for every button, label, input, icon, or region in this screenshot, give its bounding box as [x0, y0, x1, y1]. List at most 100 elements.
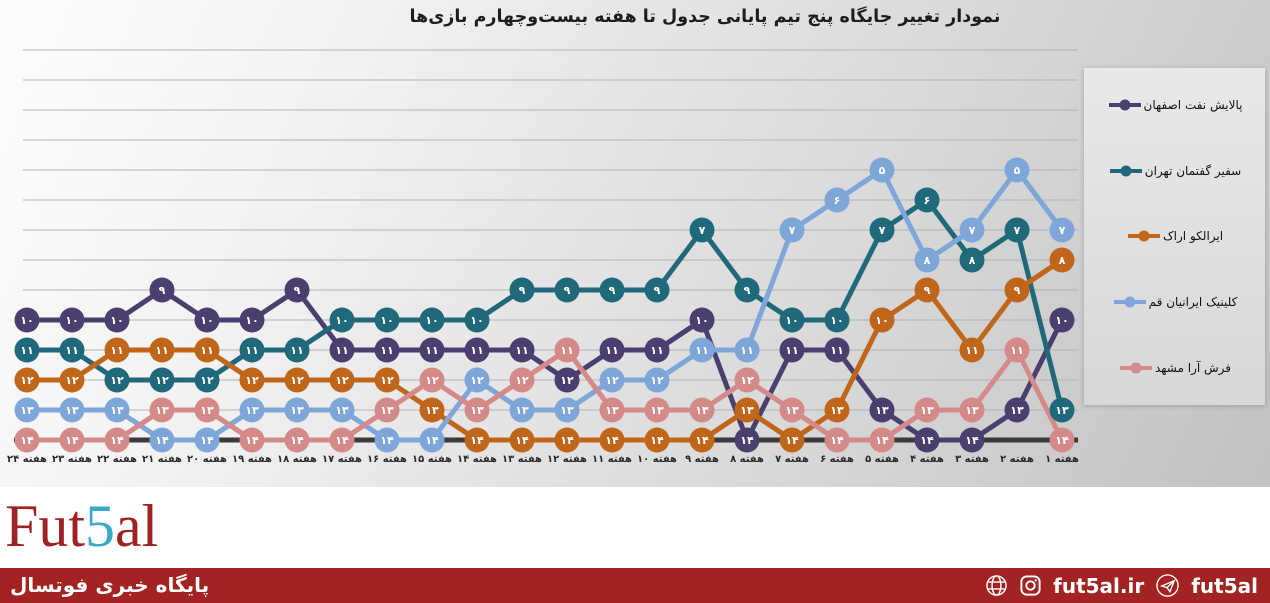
svg-text:۷: ۷ — [789, 224, 796, 237]
svg-text:۱۴: ۱۴ — [1055, 434, 1069, 447]
data-point: ۵ — [869, 157, 895, 183]
data-point: ۶ — [824, 187, 850, 213]
data-point: ۱۴ — [149, 427, 175, 453]
svg-text:۶: ۶ — [924, 194, 931, 207]
data-point: ۱۴ — [689, 427, 715, 453]
data-point: ۱۳ — [284, 397, 310, 423]
data-point: ۱۴ — [284, 427, 310, 453]
data-point: ۱۲ — [329, 367, 355, 393]
data-point: ۱۱ — [734, 337, 760, 363]
svg-text:۱۳: ۱۳ — [335, 404, 349, 417]
data-point: ۱۴ — [464, 427, 490, 453]
data-point: ۱۰ — [464, 307, 490, 333]
svg-text:۱۴: ۱۴ — [875, 434, 889, 447]
data-point: ۱۲ — [374, 367, 400, 393]
data-point: ۱۰ — [59, 307, 85, 333]
svg-text:۱۳: ۱۳ — [1010, 404, 1024, 417]
data-point: ۷ — [959, 217, 985, 243]
data-point: ۱۴ — [239, 427, 265, 453]
x-axis-label: هفته ۱۸ — [277, 454, 317, 465]
data-point: ۱۱ — [824, 337, 850, 363]
svg-text:۱۰: ۱۰ — [785, 314, 798, 327]
x-axis-label: هفته ۱۶ — [367, 454, 407, 465]
data-point: ۱۳ — [419, 397, 445, 423]
telegram-icon[interactable] — [1155, 573, 1180, 598]
x-axis-label: هفته ۱ — [1045, 454, 1079, 465]
website-url[interactable]: fut5al.ir — [1053, 573, 1145, 598]
svg-text:۷: ۷ — [1014, 224, 1021, 237]
svg-text:۹: ۹ — [654, 284, 661, 297]
svg-text:۱۰: ۱۰ — [20, 314, 33, 327]
legend-marker — [1109, 165, 1142, 177]
svg-text:۱۰: ۱۰ — [380, 314, 393, 327]
legend-marker — [1119, 362, 1152, 374]
data-point: ۱۱ — [329, 337, 355, 363]
svg-text:۱۲: ۱۲ — [605, 374, 619, 387]
svg-text:۱۴: ۱۴ — [200, 434, 214, 447]
logo-text-5: 5 — [85, 493, 116, 559]
svg-text:۹: ۹ — [744, 284, 751, 297]
data-point: ۱۲ — [59, 367, 85, 393]
data-point: ۱۱ — [689, 337, 715, 363]
svg-text:۱۲: ۱۲ — [20, 374, 34, 387]
data-point: ۹ — [1004, 277, 1030, 303]
x-axis-label: هفته ۲۴ — [7, 454, 47, 465]
x-axis-label: هفته ۱۹ — [232, 454, 272, 465]
instagram-icon[interactable] — [1019, 574, 1042, 597]
data-point: ۹ — [599, 277, 625, 303]
data-point: ۱۰ — [14, 307, 40, 333]
svg-text:۱۰: ۱۰ — [695, 314, 708, 327]
svg-text:۱۱: ۱۱ — [830, 344, 843, 357]
x-axis-label: هفته ۱۱ — [592, 454, 632, 465]
svg-text:۱۲: ۱۲ — [110, 374, 124, 387]
svg-text:۱۱: ۱۱ — [650, 344, 663, 357]
data-point: ۸ — [914, 247, 940, 273]
x-axis-label: هفته ۱۲ — [547, 454, 587, 465]
data-point: ۱۴ — [374, 427, 400, 453]
svg-text:۱۳: ۱۳ — [830, 404, 844, 417]
svg-text:۱۱: ۱۱ — [560, 344, 573, 357]
telegram-handle[interactable]: fut5al — [1191, 573, 1258, 598]
svg-text:۱۱: ۱۱ — [65, 344, 78, 357]
data-point: ۱۳ — [734, 397, 760, 423]
svg-text:۱۳: ۱۳ — [110, 404, 124, 417]
svg-text:۱۴: ۱۴ — [740, 434, 754, 447]
legend-item-0: پالایش نفت اصفهان — [1084, 98, 1265, 112]
data-point: ۹ — [554, 277, 580, 303]
data-point: ۱۳ — [599, 397, 625, 423]
svg-text:۱۴: ۱۴ — [695, 434, 709, 447]
svg-text:۹: ۹ — [609, 284, 616, 297]
svg-text:۱۳: ۱۳ — [875, 404, 889, 417]
legend-label: ایرالکو اراک — [1162, 229, 1224, 244]
logo-text-end: al — [115, 493, 159, 559]
x-axis-label: هفته ۲ — [1000, 454, 1034, 465]
data-point: ۱۲ — [284, 367, 310, 393]
data-point: ۱۱ — [464, 337, 490, 363]
data-point: ۱۳ — [824, 397, 850, 423]
svg-text:۱۲: ۱۲ — [560, 374, 574, 387]
data-point: ۸ — [1049, 247, 1075, 273]
data-point: ۱۲ — [554, 367, 580, 393]
svg-text:۱۲: ۱۲ — [335, 374, 349, 387]
data-point: ۱۳ — [374, 397, 400, 423]
svg-text:۱۱: ۱۱ — [155, 344, 168, 357]
x-axis-label: هفته ۴ — [910, 454, 944, 465]
svg-text:۱۱: ۱۱ — [425, 344, 438, 357]
data-point: ۱۲ — [419, 367, 445, 393]
data-point: ۱۲ — [509, 367, 535, 393]
footer-links: fut5al.ir fut5al — [985, 573, 1258, 598]
data-point: ۹ — [149, 277, 175, 303]
svg-text:۱۲: ۱۲ — [425, 374, 439, 387]
data-point: ۶ — [914, 187, 940, 213]
svg-text:۱۳: ۱۳ — [920, 404, 934, 417]
svg-text:۹: ۹ — [294, 284, 301, 297]
svg-text:۱۴: ۱۴ — [425, 434, 439, 447]
data-point: ۱۴ — [914, 427, 940, 453]
data-point: ۱۳ — [644, 397, 670, 423]
svg-text:۱۴: ۱۴ — [515, 434, 529, 447]
svg-text:۱۰: ۱۰ — [470, 314, 483, 327]
svg-text:۱۴: ۱۴ — [650, 434, 664, 447]
data-point: ۱۱ — [374, 337, 400, 363]
x-axis-label: هفته ۶ — [820, 454, 854, 465]
globe-icon[interactable] — [985, 574, 1008, 597]
